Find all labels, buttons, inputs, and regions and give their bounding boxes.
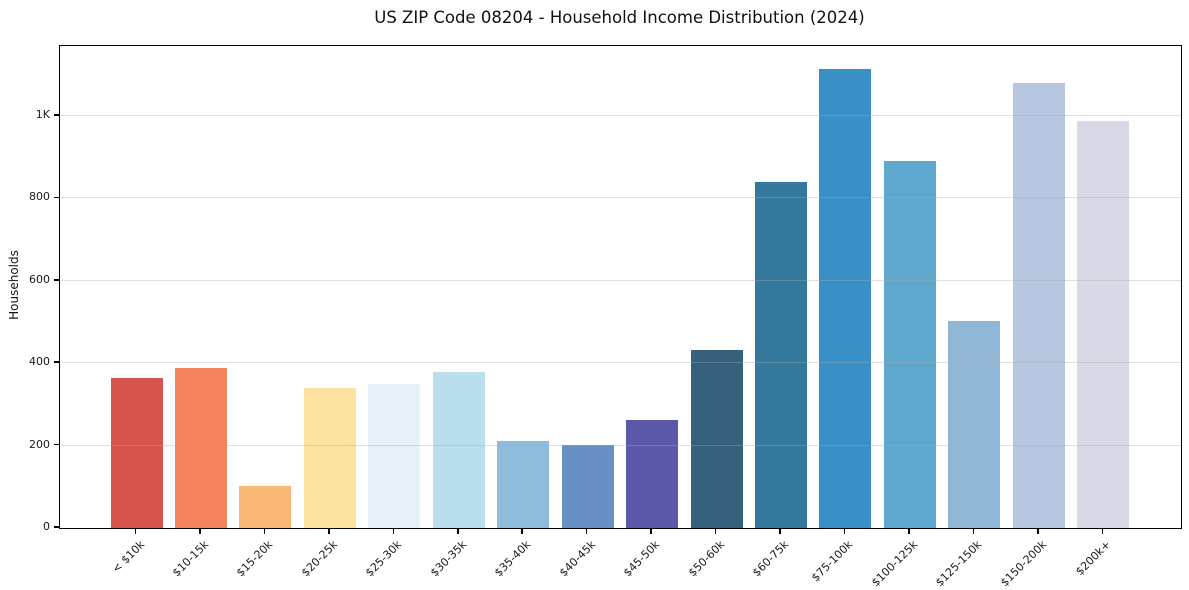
x-tick-1 — [134, 528, 137, 534]
x-tick-13 — [908, 528, 910, 534]
x-tick-label--45-50k: $45-50k — [621, 538, 663, 580]
y-tick-200 — [54, 443, 59, 446]
y-tick-1K — [54, 114, 59, 116]
bar--20-25k — [303, 387, 356, 528]
y-tick-label-600: 600 — [29, 272, 50, 286]
x-tick-14 — [972, 528, 975, 534]
gridline-1000 — [60, 115, 1181, 117]
x-tick-label--60-75k: $60-75k — [749, 538, 792, 580]
x-tick-11 — [779, 528, 781, 534]
y-tick-label-0: 0 — [43, 520, 50, 533]
x-tick-label--75-100k: $75-100k — [809, 538, 856, 585]
bar--10k — [110, 377, 163, 528]
x-tick-6 — [457, 528, 459, 534]
x-tick-9 — [650, 528, 652, 534]
bar--45-50k — [626, 420, 679, 528]
x-tick-2 — [199, 528, 201, 534]
bar--10-15k — [174, 368, 227, 528]
x-tick-label--10-15k: $10-15k — [169, 538, 212, 580]
bar--100-125k — [883, 160, 936, 528]
y-tick-0 — [54, 526, 59, 528]
y-tick-600 — [54, 279, 59, 281]
x-tick-label--100-125k: $100-125k — [868, 538, 921, 590]
bar--200k+ — [1077, 120, 1130, 528]
bar--40-45k — [561, 444, 614, 528]
x-tick-label--15-20k: $15-20k — [234, 538, 276, 580]
bar--30-35k — [432, 372, 485, 528]
gridline-600 — [60, 279, 1181, 281]
bar--50-60k — [690, 350, 743, 528]
gridline-400 — [60, 362, 1181, 364]
chart-title: US ZIP Code 08204 - Household Income Dis… — [374, 8, 865, 27]
x-tick-4 — [328, 528, 330, 534]
x-tick-15 — [1037, 528, 1039, 534]
x-tick-10 — [714, 528, 717, 534]
x-tick-label--35-40k: $35-40k — [492, 538, 534, 580]
bar--35-40k — [497, 440, 550, 528]
gridline-200 — [60, 444, 1181, 446]
bar--75-100k — [819, 68, 872, 528]
x-tick-label--25-30k: $25-30k — [363, 538, 405, 580]
x-tick-label--125-150k: $125-150k — [933, 538, 985, 590]
x-tick-label--150-200k: $150-200k — [997, 538, 1049, 590]
y-tick-800 — [54, 196, 59, 199]
y-tick-label-400: 400 — [29, 355, 50, 369]
x-tick-16 — [1101, 528, 1103, 534]
x-tick-8 — [585, 528, 588, 534]
y-tick-label-1K: 1K — [35, 108, 50, 122]
gridline-800 — [60, 197, 1181, 199]
x-tick-label--10k: < $10k — [109, 538, 147, 576]
y-tick-label-800: 800 — [29, 190, 50, 204]
plot-area — [59, 45, 1182, 529]
y-tick-label-200: 200 — [29, 437, 50, 451]
bar--15-20k — [239, 485, 292, 528]
bar--60-75k — [755, 181, 807, 528]
x-tick-7 — [521, 528, 523, 534]
x-tick-3 — [263, 528, 266, 534]
bar--25-30k — [368, 383, 421, 528]
bar--125-150k — [948, 321, 1001, 528]
x-tick-label--50-60k: $50-60k — [685, 538, 727, 580]
x-tick-5 — [392, 528, 395, 534]
x-tick-label--20-25k: $20-25k — [298, 538, 341, 580]
bar--150-200k — [1012, 83, 1065, 528]
x-tick-label--30-35k: $30-35k — [427, 538, 469, 580]
x-tick-label--200k+: $200k+ — [1073, 538, 1114, 579]
y-tick-400 — [54, 361, 59, 363]
x-tick-label--40-45k: $40-45k — [556, 538, 598, 580]
x-tick-12 — [843, 528, 846, 534]
